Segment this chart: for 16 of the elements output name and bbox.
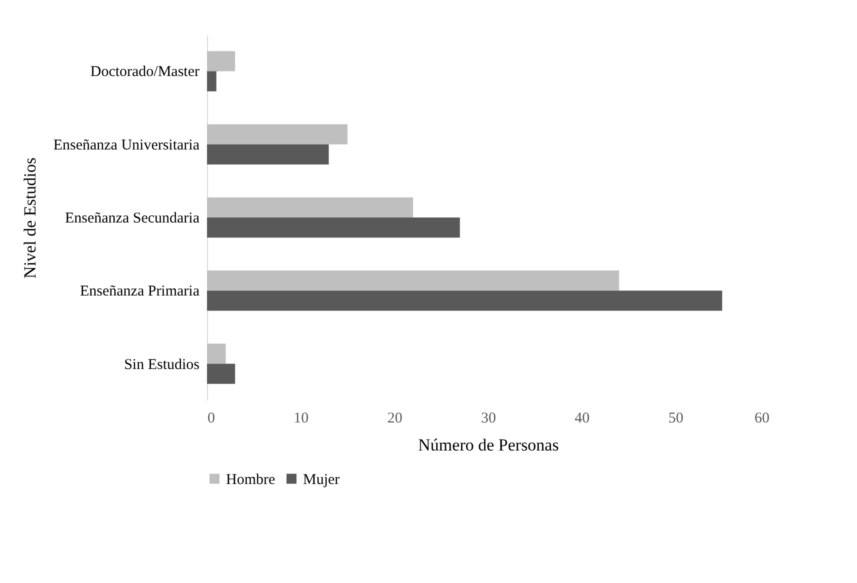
y-tick-label: Sin Estudios <box>124 356 200 373</box>
x-tick-label: 0 <box>208 410 215 426</box>
y-tick-label: Enseñanza Secundaria <box>64 210 200 226</box>
y-tick-label: Doctorado/Master <box>90 64 200 80</box>
x-tick-label: 10 <box>294 410 309 426</box>
x-tick-label: 40 <box>574 410 590 426</box>
x-tick-label: 60 <box>754 410 770 426</box>
x-axis-title: Número de Personas <box>418 436 559 454</box>
x-tick-label: 20 <box>387 410 402 426</box>
y-tick-label: Enseñanza Primaria <box>80 284 200 300</box>
x-tick-label: 30 <box>481 410 496 426</box>
legend-label: Hombre <box>226 472 276 488</box>
legend-label: Mujer <box>303 472 340 488</box>
y-tick-label: Enseñanza Universitaria <box>53 137 200 154</box>
y-axis-title: Nivel de Estudios <box>20 158 40 278</box>
x-tick-label: 50 <box>668 410 684 426</box>
